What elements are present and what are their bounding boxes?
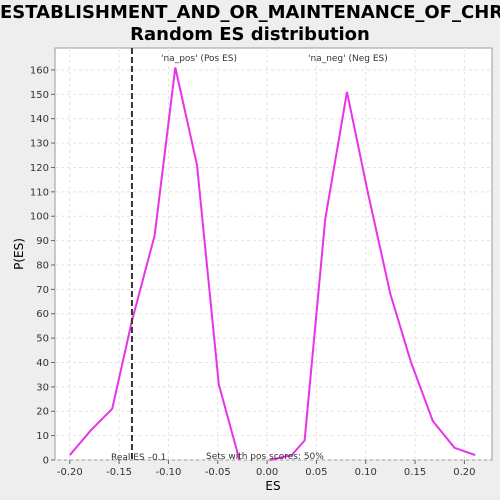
x-tick-label: -0.20 [57,467,83,478]
y-tick-label: 60 [36,309,49,320]
x-tick-label: 0.05 [305,467,327,478]
grid [55,48,492,461]
series-line [269,91,476,461]
y-tick-label: 20 [36,407,49,418]
real-es-label: Real ES –0.1 [111,453,166,463]
legend-pos: 'na_pos' (Pos ES) [161,54,237,64]
y-tick-label: 100 [30,212,49,223]
y-tick-label: 110 [30,187,49,198]
y-tick-label: 70 [36,285,49,296]
pos-scores-label: Sets with pos scores: 50% [206,452,324,462]
x-tick-label: 0.15 [404,467,426,478]
y-tick-label: 130 [30,139,49,150]
legend-neg: 'na_neg' (Neg ES) [308,54,388,64]
y-tick-label: 160 [30,65,49,76]
x-tick-label: -0.15 [106,467,132,478]
x-tick-label: -0.05 [205,467,231,478]
y-tick-label: 140 [30,114,49,125]
x-tick-label: 0.10 [355,467,377,478]
x-tick-label: 0.00 [256,467,278,478]
y-tick-label: 0 [43,456,49,467]
y-axis-label: P(ES) [12,238,26,270]
y-tick-label: 30 [36,382,49,393]
chart-title: ESTABLISHMENT_AND_OR_MAINTENANCE_OF_CHRO… [0,2,500,45]
y-tick-label: 90 [36,236,49,247]
y-tick-label: 40 [36,358,49,369]
y-tick-label: 150 [30,90,49,101]
y-tick-label: 80 [36,260,49,271]
series-group [69,67,476,461]
y-tick-label: 120 [30,163,49,174]
x-tick-label: 0.20 [453,467,475,478]
y-tick-label: 10 [36,431,49,442]
series-line [69,67,241,461]
x-axis-label: ES [265,479,280,493]
plot-area [54,47,493,461]
axes: 0 10 20 30 40 50 60 70 80 90 100 110 120 130 140 150 160… [30,65,476,478]
y-tick-label: 50 [36,334,49,345]
x-tick-label: -0.10 [156,467,182,478]
